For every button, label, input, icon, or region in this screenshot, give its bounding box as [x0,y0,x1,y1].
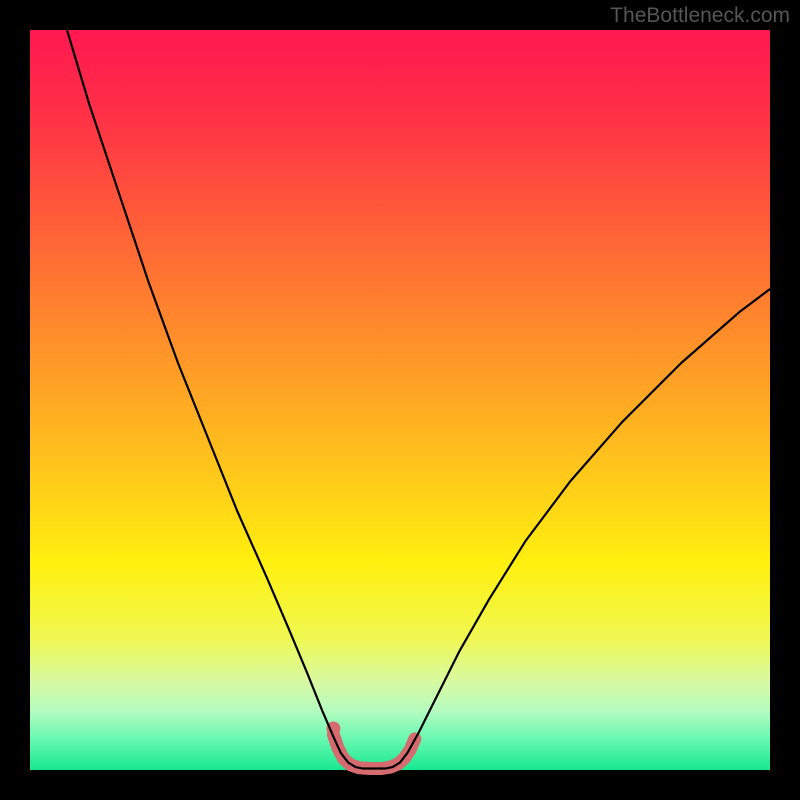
watermark-text: TheBottleneck.com [610,4,790,28]
bottleneck-chart [0,0,800,800]
chart-container: TheBottleneck.com [0,0,800,800]
plot-background [30,30,770,770]
